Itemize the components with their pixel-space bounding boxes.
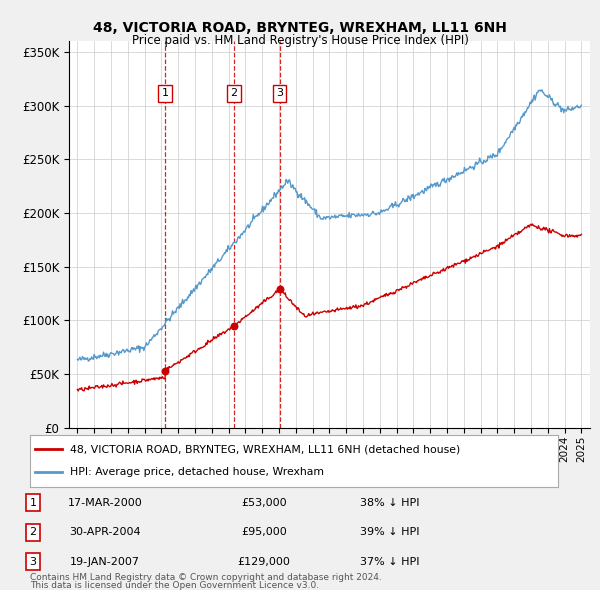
Text: 39% ↓ HPI: 39% ↓ HPI	[360, 527, 420, 537]
Point	[275, 284, 284, 294]
Text: 37% ↓ HPI: 37% ↓ HPI	[360, 557, 420, 566]
Text: 3: 3	[277, 88, 283, 99]
Text: 38% ↓ HPI: 38% ↓ HPI	[360, 498, 420, 507]
Text: 48, VICTORIA ROAD, BRYNTEG, WREXHAM, LL11 6NH: 48, VICTORIA ROAD, BRYNTEG, WREXHAM, LL1…	[93, 21, 507, 35]
Text: Contains HM Land Registry data © Crown copyright and database right 2024.: Contains HM Land Registry data © Crown c…	[30, 572, 382, 582]
Text: 1: 1	[161, 88, 169, 99]
Text: £53,000: £53,000	[241, 498, 287, 507]
Text: 1: 1	[29, 498, 37, 507]
Text: 2: 2	[29, 527, 37, 537]
Text: 48, VICTORIA ROAD, BRYNTEG, WREXHAM, LL11 6NH (detached house): 48, VICTORIA ROAD, BRYNTEG, WREXHAM, LL1…	[70, 444, 460, 454]
Point	[160, 366, 170, 376]
Text: 3: 3	[29, 557, 37, 566]
Text: 30-APR-2004: 30-APR-2004	[69, 527, 141, 537]
Text: This data is licensed under the Open Government Licence v3.0.: This data is licensed under the Open Gov…	[30, 581, 319, 590]
Text: £95,000: £95,000	[241, 527, 287, 537]
Text: HPI: Average price, detached house, Wrexham: HPI: Average price, detached house, Wrex…	[70, 467, 323, 477]
Text: Price paid vs. HM Land Registry's House Price Index (HPI): Price paid vs. HM Land Registry's House …	[131, 34, 469, 47]
Point	[229, 321, 239, 330]
Text: £129,000: £129,000	[238, 557, 290, 566]
Text: 17-MAR-2000: 17-MAR-2000	[68, 498, 142, 507]
Text: 2: 2	[230, 88, 238, 99]
Text: 19-JAN-2007: 19-JAN-2007	[70, 557, 140, 566]
